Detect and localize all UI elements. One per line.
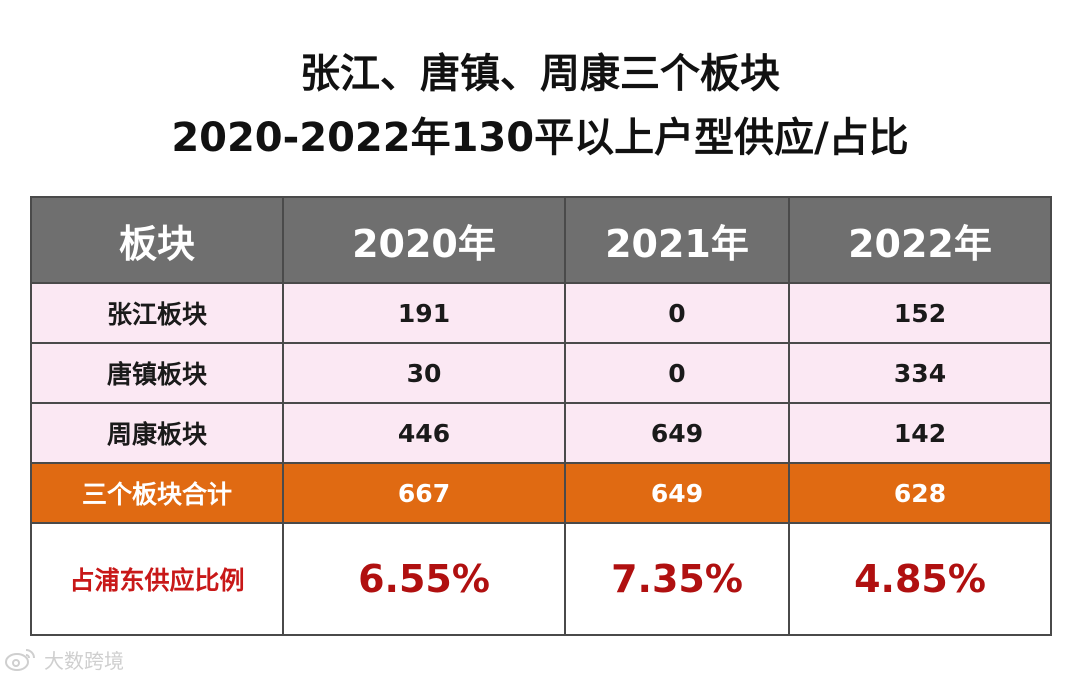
total-cell: 628 — [788, 462, 1052, 524]
table-cell: 30 — [282, 342, 566, 404]
table-cell: 446 — [282, 402, 566, 464]
supply-table: 板块 2020年 2021年 2022年 张江板块 191 0 152 唐镇板块… — [30, 196, 1052, 636]
table-cell: 152 — [788, 282, 1052, 344]
ratio-row: 占浦东供应比例 6.55% 7.35% 4.85% — [30, 522, 1052, 636]
table-header-row: 板块 2020年 2021年 2022年 — [30, 196, 1052, 284]
header-cell-2022: 2022年 — [788, 196, 1052, 284]
page-title: 张江、唐镇、周康三个板块 — [300, 51, 780, 97]
row-label: 周康板块 — [30, 402, 284, 464]
total-cell: 649 — [564, 462, 790, 524]
total-label: 三个板块合计 — [30, 462, 284, 524]
ratio-cell: 6.55% — [282, 522, 566, 636]
row-label: 张江板块 — [30, 282, 284, 344]
ratio-cell: 4.85% — [788, 522, 1052, 636]
table-cell: 191 — [282, 282, 566, 344]
row-label: 唐镇板块 — [30, 342, 284, 404]
header-cell-2020: 2020年 — [282, 196, 566, 284]
table-row: 唐镇板块 30 0 334 — [30, 342, 1052, 404]
table-row: 周康板块 446 649 142 — [30, 402, 1052, 464]
page-subtitle: 2020-2022年130平以上户型供应/占比 — [171, 115, 909, 161]
table-cell: 0 — [564, 282, 790, 344]
table-cell: 334 — [788, 342, 1052, 404]
total-cell: 667 — [282, 462, 566, 524]
ratio-label: 占浦东供应比例 — [30, 522, 284, 636]
table-row: 张江板块 191 0 152 — [30, 282, 1052, 344]
table-cell: 649 — [564, 402, 790, 464]
ratio-cell: 7.35% — [564, 522, 790, 636]
total-row: 三个板块合计 667 649 628 — [30, 462, 1052, 524]
table-cell: 0 — [564, 342, 790, 404]
watermark-text: 大数跨境 — [44, 648, 124, 673]
table-cell: 142 — [788, 402, 1052, 464]
watermark: 大数跨境 — [4, 644, 124, 674]
header-cell-2021: 2021年 — [564, 196, 790, 284]
header-cell-area: 板块 — [30, 196, 284, 284]
weibo-icon — [5, 649, 35, 671]
